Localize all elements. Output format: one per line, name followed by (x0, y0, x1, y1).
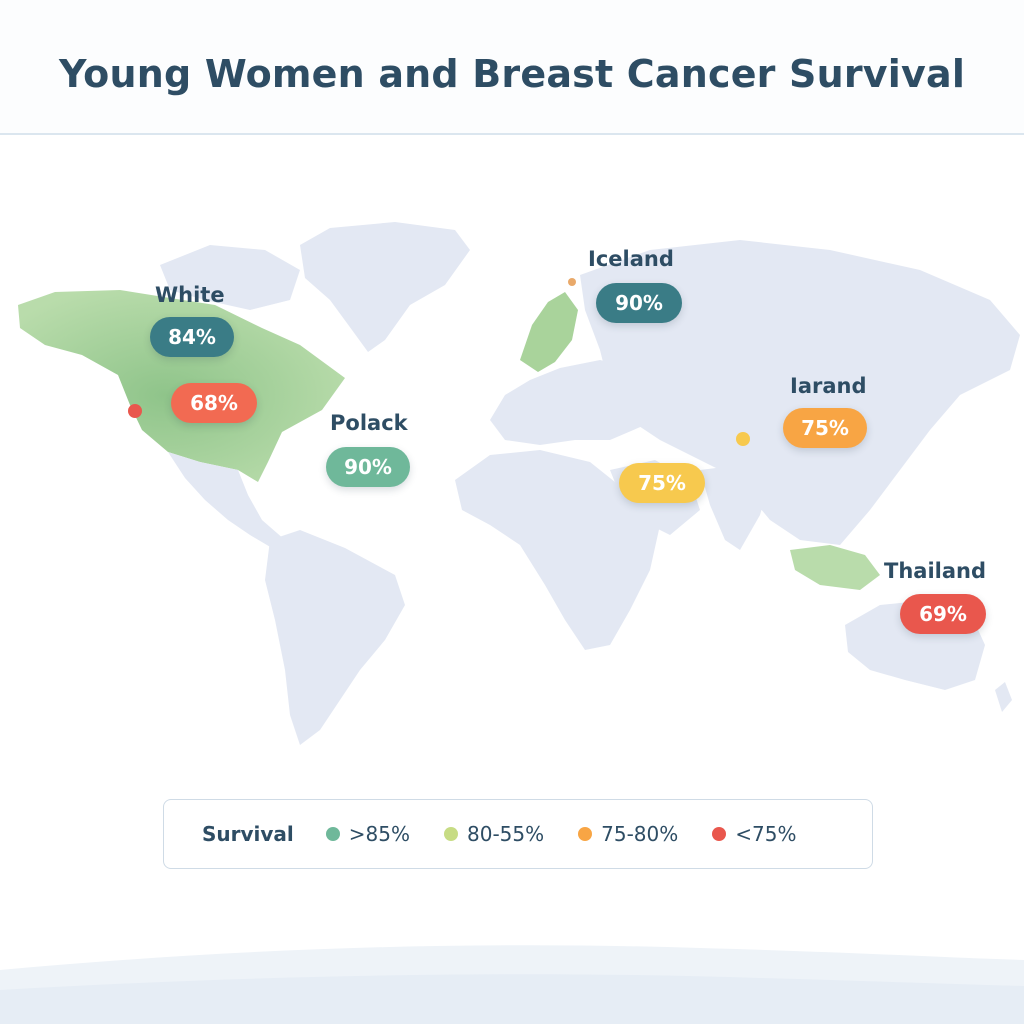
legend-item-critical: <75% (712, 822, 796, 846)
land-asia (580, 240, 1020, 545)
legend-swatch-critical (712, 827, 727, 841)
marker-iarand-value[interactable]: 75% (783, 408, 867, 448)
legend-label-high: >85% (348, 822, 411, 846)
legend-swatch-low (578, 827, 593, 841)
marker-thailand-value[interactable]: 69% (900, 594, 986, 634)
legend-item-low: 75-80% (578, 822, 678, 846)
land-scandinavia (520, 292, 578, 372)
page-title: Young Women and Breast Cancer Survival (58, 52, 966, 96)
legend-label-critical: <75% (735, 822, 797, 846)
land-greenland (300, 222, 470, 352)
legend-label-low: 75-80% (601, 822, 679, 846)
marker-polack-value[interactable]: 90% (326, 447, 410, 487)
marker-white-value[interactable]: 84% (150, 317, 234, 357)
land-southeast-asia (790, 545, 880, 590)
footer-wave (0, 945, 1024, 1024)
land-south-america (265, 530, 405, 745)
marker-white-label: White (155, 283, 225, 307)
land-africa (455, 450, 660, 650)
land-new-zealand (995, 682, 1012, 712)
marker-west-dot (128, 404, 142, 418)
marker-thailand-label: Thailand (884, 559, 986, 583)
marker-west-value[interactable]: 68% (171, 383, 257, 423)
marker-iceland-label: Iceland (588, 247, 674, 271)
legend-swatch-high (325, 827, 340, 841)
legend-item-high: >85% (325, 822, 411, 846)
legend-title: Survival (202, 822, 294, 846)
marker-iarand-label: Iarand (790, 374, 867, 398)
marker-iceland-value[interactable]: 90% (596, 283, 682, 323)
marker-mideast-value[interactable]: 75% (619, 463, 705, 503)
land-arctic-islands (160, 245, 300, 310)
legend-swatch-mid (444, 827, 459, 841)
land-india (700, 465, 770, 550)
legend-item-mid: 80-55% (444, 822, 544, 846)
marker-iceland-dot (568, 278, 576, 286)
header-bar: Young Women and Breast Cancer Survival (0, 0, 1024, 135)
marker-polack-label: Polack (330, 411, 408, 435)
marker-iarand-dot (736, 432, 750, 446)
land-central-america (168, 452, 285, 548)
legend: Survival >85% 80-55% 75-80% <75% (163, 799, 873, 869)
legend-label-mid: 80-55% (467, 822, 545, 846)
